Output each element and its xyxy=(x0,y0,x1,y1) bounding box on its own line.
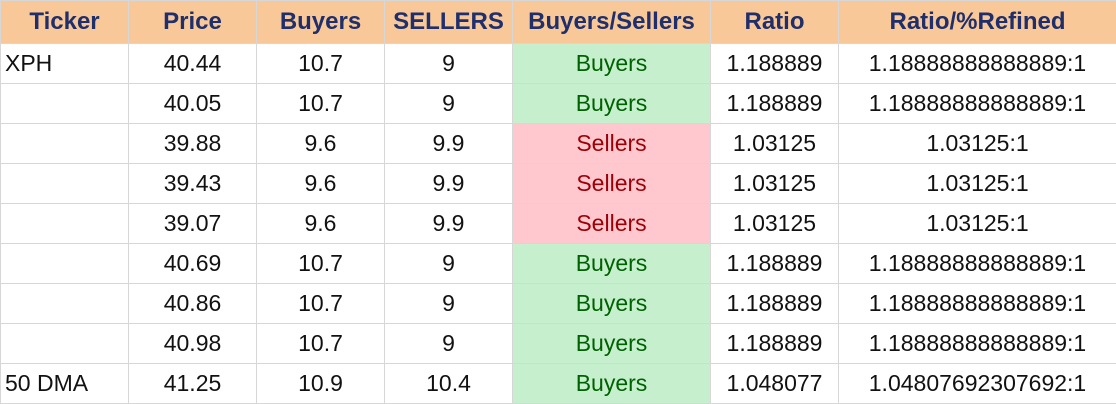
cell-buyers-sellers: Sellers xyxy=(513,164,711,204)
cell-price: 41.25 xyxy=(129,364,257,404)
header-row: Ticker Price Buyers SELLERS Buyers/Selle… xyxy=(1,1,1116,44)
header-ratio: Ratio xyxy=(711,1,839,44)
cell-ticker: 50 DMA xyxy=(1,364,129,404)
cell-buyers: 10.7 xyxy=(257,84,385,124)
cell-price: 39.88 xyxy=(129,124,257,164)
cell-ratio: 1.048077 xyxy=(711,364,839,404)
header-price: Price xyxy=(129,1,257,44)
cell-price: 40.69 xyxy=(129,244,257,284)
cell-ticker xyxy=(1,164,129,204)
cell-buyers-sellers: Sellers xyxy=(513,124,711,164)
cell-price: 39.43 xyxy=(129,164,257,204)
cell-buyers-sellers: Buyers xyxy=(513,44,711,84)
cell-buyers: 10.7 xyxy=(257,244,385,284)
cell-ticker xyxy=(1,204,129,244)
cell-sellers: 9 xyxy=(385,44,513,84)
cell-buyers-sellers: Sellers xyxy=(513,204,711,244)
cell-ratio: 1.188889 xyxy=(711,324,839,364)
cell-ratio-refined: 1.18888888888889:1 xyxy=(839,84,1116,124)
header-buyers-sellers: Buyers/Sellers xyxy=(513,1,711,44)
cell-ratio: 1.03125 xyxy=(711,164,839,204)
cell-buyers: 9.6 xyxy=(257,124,385,164)
header-buyers: Buyers xyxy=(257,1,385,44)
cell-buyers-sellers: Buyers xyxy=(513,244,711,284)
cell-buyers: 10.9 xyxy=(257,364,385,404)
cell-price: 40.98 xyxy=(129,324,257,364)
cell-buyers-sellers: Buyers xyxy=(513,84,711,124)
cell-sellers: 9.9 xyxy=(385,124,513,164)
cell-ratio-refined: 1.18888888888889:1 xyxy=(839,44,1116,84)
header-ratio-refined: Ratio/%Refined xyxy=(839,1,1116,44)
cell-ticker xyxy=(1,244,129,284)
cell-buyers-sellers: Buyers xyxy=(513,324,711,364)
cell-buyers: 10.7 xyxy=(257,324,385,364)
cell-sellers: 9.9 xyxy=(385,204,513,244)
cell-ratio-refined: 1.03125:1 xyxy=(839,124,1116,164)
cell-ticker: XPH xyxy=(1,44,129,84)
cell-ticker xyxy=(1,324,129,364)
cell-ticker xyxy=(1,84,129,124)
cell-ticker xyxy=(1,124,129,164)
header-sellers: SELLERS xyxy=(385,1,513,44)
cell-ratio: 1.03125 xyxy=(711,204,839,244)
cell-sellers: 10.4 xyxy=(385,364,513,404)
header-ticker: Ticker xyxy=(1,1,129,44)
cell-price: 39.07 xyxy=(129,204,257,244)
cell-buyers: 9.6 xyxy=(257,204,385,244)
cell-buyers: 9.6 xyxy=(257,164,385,204)
cell-buyers-sellers: Buyers xyxy=(513,364,711,404)
cell-sellers: 9 xyxy=(385,244,513,284)
cell-ratio-refined: 1.04807692307692:1 xyxy=(839,364,1116,404)
cell-ratio-refined: 1.03125:1 xyxy=(839,164,1116,204)
cell-price: 40.86 xyxy=(129,284,257,324)
cell-ratio: 1.03125 xyxy=(711,124,839,164)
cell-sellers: 9.9 xyxy=(385,164,513,204)
cell-ticker xyxy=(1,284,129,324)
cell-price: 40.44 xyxy=(129,44,257,84)
cell-sellers: 9 xyxy=(385,284,513,324)
cell-price: 40.05 xyxy=(129,84,257,124)
cell-sellers: 9 xyxy=(385,324,513,364)
cell-ratio: 1.188889 xyxy=(711,284,839,324)
cell-ratio-refined: 1.18888888888889:1 xyxy=(839,324,1116,364)
cell-ratio-refined: 1.03125:1 xyxy=(839,204,1116,244)
cell-ratio-refined: 1.18888888888889:1 xyxy=(839,244,1116,284)
cell-ratio: 1.188889 xyxy=(711,84,839,124)
cell-ratio: 1.188889 xyxy=(711,244,839,284)
cell-buyers: 10.7 xyxy=(257,44,385,84)
cell-ratio: 1.188889 xyxy=(711,44,839,84)
cell-buyers-sellers: Buyers xyxy=(513,284,711,324)
cell-sellers: 9 xyxy=(385,84,513,124)
cell-buyers: 10.7 xyxy=(257,284,385,324)
cell-ratio-refined: 1.18888888888889:1 xyxy=(839,284,1116,324)
